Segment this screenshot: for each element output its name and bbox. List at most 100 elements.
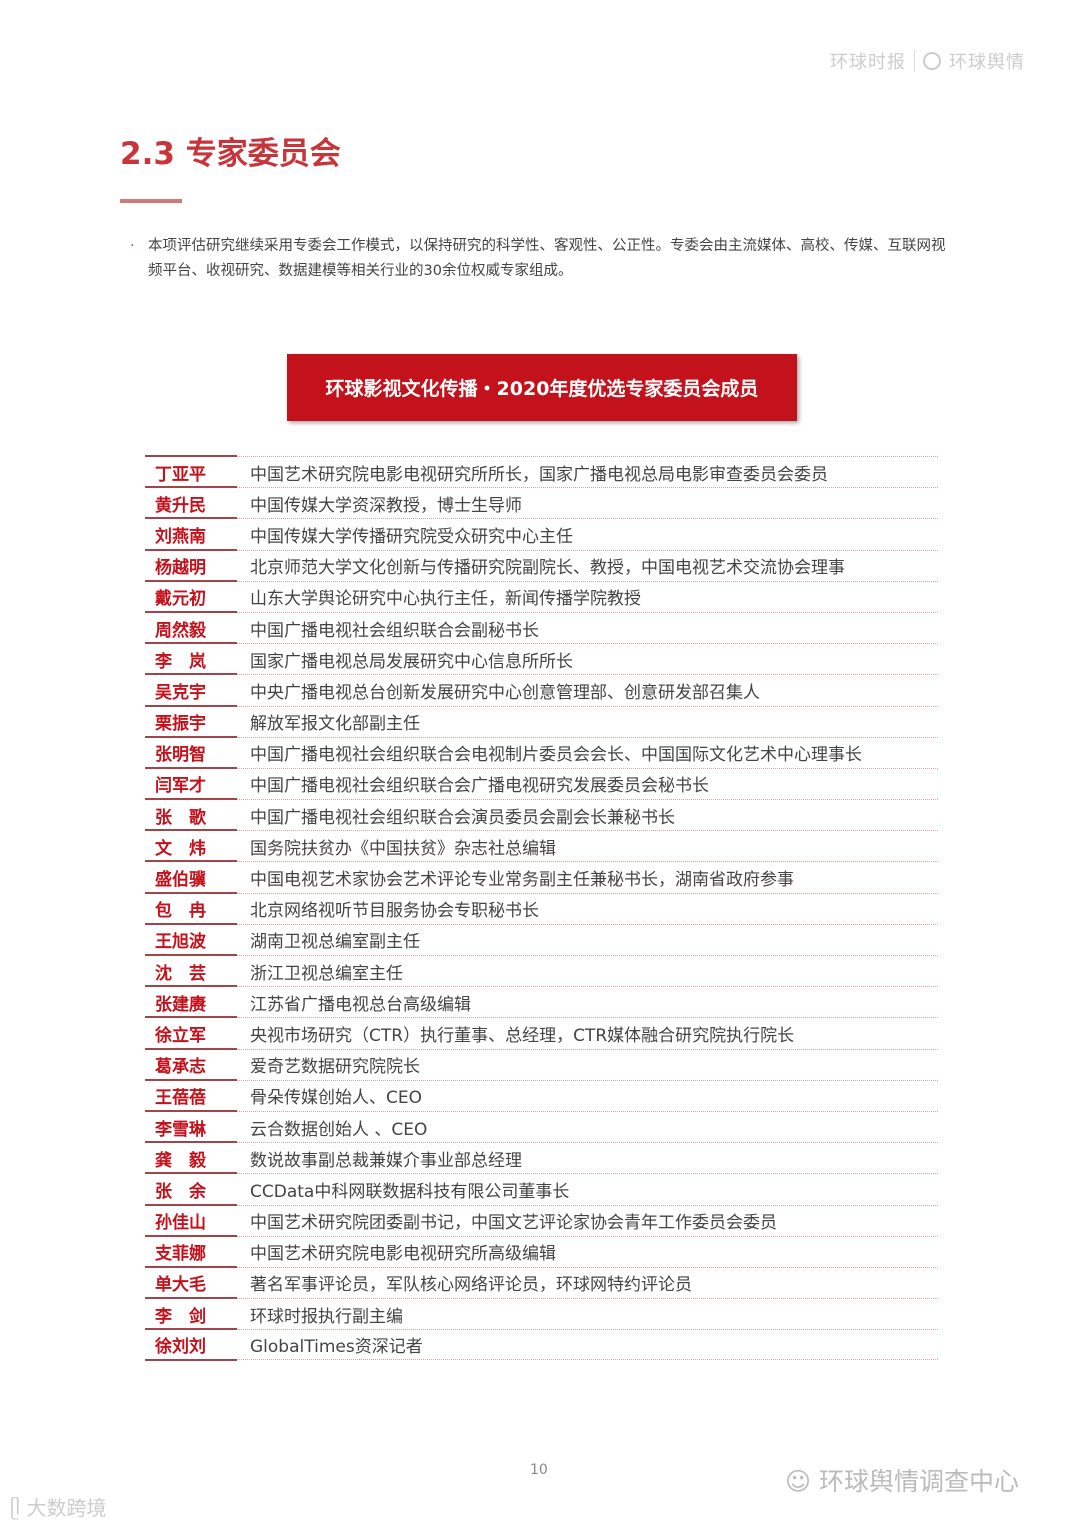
logo-circle-icon bbox=[923, 52, 941, 70]
member-name: 王蓓蓓 bbox=[155, 1088, 206, 1109]
member-row: 孙佳山 中国艺术研究院团委副书记，中国文艺评论家协会青年工作委员会委员 bbox=[145, 1203, 938, 1236]
member-title: 环球时报执行副主编 bbox=[250, 1306, 403, 1327]
member-name: 单大毛 bbox=[155, 1275, 206, 1296]
member-row: 栗振宇 解放军报文化部副主任 bbox=[145, 704, 938, 737]
member-row: 李 剑 环球时报执行副主编 bbox=[145, 1297, 938, 1329]
member-name: 刘燕南 bbox=[155, 526, 206, 547]
member-row: 龚 毅 数说故事副总裁兼媒介事业部总经理 bbox=[145, 1141, 938, 1173]
member-name: 张 余 bbox=[155, 1181, 206, 1202]
member-title: 中国广播电视社会组织联合会电视制片委员会会长、中国国际文化艺术中心理事长 bbox=[250, 745, 862, 766]
member-row: 张 余 CCData中科网联数据科技有限公司董事长 bbox=[145, 1172, 938, 1204]
member-name: 包 冉 bbox=[155, 901, 206, 922]
member-name: 李 岚 bbox=[155, 651, 206, 672]
logo-huanqiu-yuqing: 环球舆情 bbox=[949, 52, 1025, 73]
member-title: 北京师范大学文化创新与传播研究院副院长、教授，中国电视艺术交流协会理事 bbox=[250, 558, 845, 579]
table-title-banner: 环球影视文化传播・2020年度优选专家委员会成员 bbox=[287, 354, 797, 421]
member-name: 沈 芸 bbox=[155, 963, 206, 984]
member-name: 徐立军 bbox=[155, 1025, 206, 1046]
title-underline bbox=[120, 199, 182, 203]
member-row: 李 岚 国家广播电视总局发展研究中心信息所所长 bbox=[145, 642, 938, 674]
member-name: 黄升民 bbox=[155, 495, 206, 516]
member-title: 骨朵传媒创始人、CEO bbox=[250, 1088, 422, 1109]
member-name: 盛伯骥 bbox=[155, 870, 206, 891]
member-row: 张明智 中国广播电视社会组织联合会电视制片委员会会长、中国国际文化艺术中心理事长 bbox=[145, 735, 938, 768]
member-name: 文 炜 bbox=[155, 838, 206, 859]
member-row: 李雪琳 云合数据创始人 、CEO bbox=[145, 1109, 938, 1142]
logo-huanqiu-shibao: 环球时报 bbox=[830, 52, 906, 73]
member-title: 中国电视艺术家协会艺术评论专业常务副主任兼秘书长，湖南省政府参事 bbox=[250, 870, 794, 891]
member-row: 张 歌 中国广播电视社会组织联合会演员委员会副会长兼秘书长 bbox=[145, 798, 938, 830]
member-row: 徐刘刘 GlobalTimes资深记者 bbox=[145, 1328, 938, 1362]
member-title: 中国艺术研究院电影电视研究所所长，国家广播电视总局电影审查委员会委员 bbox=[250, 464, 828, 485]
members-table: 丁亚平 中国艺术研究院电影电视研究所所长，国家广播电视总局电影审查委员会委员 黄升民… bbox=[145, 454, 938, 1362]
member-title: 北京网络视听节目服务协会专职秘书长 bbox=[250, 901, 539, 922]
member-title: 中国艺术研究院团委副书记，中国文艺评论家协会青年工作委员会委员 bbox=[250, 1213, 777, 1234]
watermark-dashu-text: 大数跨境 bbox=[26, 1496, 107, 1520]
member-row: 周然毅 中国广播电视社会组织联合会副秘书长 bbox=[145, 610, 938, 643]
member-title: 湖南卫视总编室副主任 bbox=[250, 932, 420, 953]
member-name: 孙佳山 bbox=[155, 1213, 206, 1234]
page-number: 10 bbox=[530, 1462, 548, 1478]
member-name: 龚 毅 bbox=[155, 1150, 206, 1171]
member-name: 戴元初 bbox=[155, 589, 206, 610]
member-name: 张 歌 bbox=[155, 807, 206, 828]
watermark-dashu: ᥫ 大数跨境 bbox=[10, 1496, 107, 1520]
row-end-line bbox=[145, 1359, 237, 1362]
header-logo: 环球时报 环球舆情 bbox=[830, 48, 1025, 74]
member-name: 支菲娜 bbox=[155, 1244, 206, 1265]
member-row: 黄升民 中国传媒大学资深教授，博士生导师 bbox=[145, 486, 938, 518]
member-row: 戴元初 山东大学舆论研究中心执行主任，新闻传播学院教授 bbox=[145, 579, 938, 612]
member-row: 张建赓 江苏省广播电视总台高级编辑 bbox=[145, 985, 938, 1017]
member-title: 中国传媒大学资深教授，博士生导师 bbox=[250, 495, 522, 516]
member-row: 刘燕南 中国传媒大学传播研究院受众研究中心主任 bbox=[145, 517, 938, 549]
member-row: 支菲娜 中国艺术研究院电影电视研究所高级编辑 bbox=[145, 1234, 938, 1267]
member-title: 解放军报文化部副主任 bbox=[250, 714, 420, 735]
member-title: CCData中科网联数据科技有限公司董事长 bbox=[250, 1181, 570, 1202]
member-row: 王旭波 湖南卫视总编室副主任 bbox=[145, 922, 938, 955]
intro-paragraph: · 本项评估研究继续采用专委会工作模式，以保持研究的科学性、客观性、公正性。专委… bbox=[130, 234, 950, 284]
member-title: 央视市场研究（CTR）执行董事、总经理，CTR媒体融合研究院执行院长 bbox=[250, 1025, 795, 1046]
member-title: 中国广播电视社会组织联合会副秘书长 bbox=[250, 620, 539, 641]
member-title: 云合数据创始人 、CEO bbox=[250, 1119, 428, 1140]
member-title: 中国广播电视社会组织联合会广播电视研究发展委员会秘书长 bbox=[250, 776, 709, 797]
member-title: GlobalTimes资深记者 bbox=[250, 1337, 423, 1358]
member-row: 盛伯骥 中国电视艺术家协会艺术评论专业常务副主任兼秘书长，湖南省政府参事 bbox=[145, 860, 938, 892]
logo-divider bbox=[914, 50, 915, 72]
member-name: 张建赓 bbox=[155, 994, 206, 1015]
member-title: 中国传媒大学传播研究院受众研究中心主任 bbox=[250, 526, 573, 547]
member-name: 李雪琳 bbox=[155, 1119, 206, 1140]
member-row: 单大毛 著名军事评论员，军队核心网络评论员，环球网特约评论员 bbox=[145, 1265, 938, 1298]
member-title: 山东大学舆论研究中心执行主任，新闻传播学院教授 bbox=[250, 589, 641, 610]
member-name: 杨越明 bbox=[155, 558, 206, 579]
watermark-wechat-text: 环球舆情调查中心 bbox=[819, 1467, 1020, 1496]
member-row: 包 冉 北京网络视听节目服务协会专职秘书长 bbox=[145, 891, 938, 924]
section-title: 2.3 专家委员会 bbox=[120, 136, 341, 172]
member-name: 栗振宇 bbox=[155, 714, 206, 735]
member-name: 闫军才 bbox=[155, 776, 206, 797]
member-row: 杨越明 北京师范大学文化创新与传播研究院副院长、教授，中国电视艺术交流协会理事 bbox=[145, 548, 938, 581]
member-row: 闫军才 中国广播电视社会组织联合会广播电视研究发展委员会秘书长 bbox=[145, 766, 938, 799]
member-name: 徐刘刘 bbox=[155, 1337, 206, 1358]
member-row: 丁亚平 中国艺术研究院电影电视研究所所长，国家广播电视总局电影审查委员会委员 bbox=[145, 454, 938, 487]
member-name: 葛承志 bbox=[155, 1057, 206, 1078]
member-name: 张明智 bbox=[155, 745, 206, 766]
table-title: 环球影视文化传播・2020年度优选专家委员会成员 bbox=[325, 378, 759, 400]
watermark-wechat: ☺ 环球舆情调查中心 bbox=[785, 1467, 1020, 1496]
member-title: 国务院扶贫办《中国扶贫》杂志社总编辑 bbox=[250, 838, 556, 859]
member-row: 葛承志 爱奇艺数据研究院院长 bbox=[145, 1047, 938, 1080]
member-title: 数说故事副总裁兼媒介事业部总经理 bbox=[250, 1150, 522, 1171]
member-title: 江苏省广播电视总台高级编辑 bbox=[250, 994, 471, 1015]
intro-text: 本项评估研究继续采用专委会工作模式，以保持研究的科学性、客观性、公正性。专委会由… bbox=[148, 238, 946, 279]
member-title: 爱奇艺数据研究院院长 bbox=[250, 1057, 420, 1078]
member-title: 中国艺术研究院电影电视研究所高级编辑 bbox=[250, 1244, 556, 1265]
member-name: 吴克宇 bbox=[155, 682, 206, 703]
member-row: 王蓓蓓 骨朵传媒创始人、CEO bbox=[145, 1078, 938, 1111]
member-row: 徐立军 央视市场研究（CTR）执行董事、总经理，CTR媒体融合研究院执行院长 bbox=[145, 1016, 938, 1048]
member-row: 文 炜 国务院扶贫办《中国扶贫》杂志社总编辑 bbox=[145, 829, 938, 861]
member-title: 著名军事评论员，军队核心网络评论员，环球网特约评论员 bbox=[250, 1275, 692, 1296]
member-row: 吴克宇 中央广播电视总台创新发展研究中心创意管理部、创意研发部召集人 bbox=[145, 673, 938, 705]
bullet-icon: · bbox=[130, 238, 135, 254]
member-name: 李 剑 bbox=[155, 1306, 206, 1327]
member-title: 浙江卫视总编室主任 bbox=[250, 963, 403, 984]
member-title: 中央广播电视总台创新发展研究中心创意管理部、创意研发部召集人 bbox=[250, 682, 760, 703]
